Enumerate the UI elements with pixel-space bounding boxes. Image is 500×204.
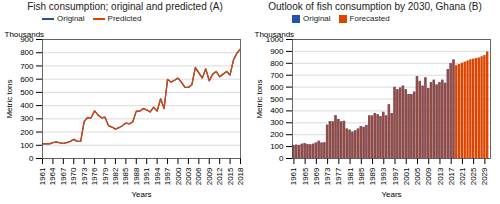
svg-text:200: 200 xyxy=(20,128,34,137)
svg-text:1973: 1973 xyxy=(323,167,332,185)
svg-text:1991: 1991 xyxy=(142,167,151,185)
svg-text:1977: 1977 xyxy=(334,167,343,185)
svg-text:2003: 2003 xyxy=(184,167,193,185)
html-text:Outlook of fish consumption by: Outlook of fish consumption by 2030, Gha… xyxy=(268,1,482,12)
html-text:Fish consumption; original and: Fish consumption; original and predicted… xyxy=(27,1,223,12)
svg-text:400: 400 xyxy=(270,106,284,115)
svg-text:1967: 1967 xyxy=(59,167,68,185)
svg-text:300: 300 xyxy=(270,118,284,127)
svg-text:1961: 1961 xyxy=(38,167,47,185)
svg-text:200: 200 xyxy=(270,130,284,139)
svg-text:1961: 1961 xyxy=(289,167,298,185)
svg-text:2005: 2005 xyxy=(413,167,422,185)
html-text:Forecasted: Forecasted xyxy=(349,14,390,23)
svg-text:1979: 1979 xyxy=(101,167,110,185)
svg-text:1965: 1965 xyxy=(301,167,310,185)
svg-text:0: 0 xyxy=(279,154,284,163)
svg-text:1973: 1973 xyxy=(80,167,89,185)
svg-text:600: 600 xyxy=(20,75,34,84)
svg-text:700: 700 xyxy=(270,71,284,80)
svg-text:1985: 1985 xyxy=(121,167,130,185)
svg-text:Thousands: Thousands xyxy=(5,30,45,39)
svg-text:2009: 2009 xyxy=(424,167,433,185)
svg-text:2025: 2025 xyxy=(469,167,478,185)
svg-text:500: 500 xyxy=(270,95,284,104)
svg-text:700: 700 xyxy=(20,62,34,71)
svg-text:1988: 1988 xyxy=(132,167,141,185)
svg-text:800: 800 xyxy=(20,48,34,57)
svg-text:2017: 2017 xyxy=(447,167,456,185)
svg-text:Metric tons: Metric tons xyxy=(255,79,264,118)
svg-text:1982: 1982 xyxy=(111,167,120,185)
svg-text:900: 900 xyxy=(20,35,34,45)
svg-text:1993: 1993 xyxy=(379,167,388,185)
svg-text:100: 100 xyxy=(20,141,34,150)
svg-text:Years: Years xyxy=(131,190,151,199)
svg-text:1981: 1981 xyxy=(346,167,355,185)
svg-text:2000: 2000 xyxy=(174,167,183,185)
svg-text:1997: 1997 xyxy=(163,167,172,185)
svg-text:1970: 1970 xyxy=(69,167,78,185)
svg-text:1985: 1985 xyxy=(357,167,366,185)
svg-text:1969: 1969 xyxy=(312,167,321,185)
svg-text:2018: 2018 xyxy=(236,167,245,185)
svg-text:2029: 2029 xyxy=(480,167,489,185)
svg-text:2021: 2021 xyxy=(458,167,467,185)
svg-text:400: 400 xyxy=(20,101,34,110)
html-text:Original: Original xyxy=(57,14,85,23)
svg-text:300: 300 xyxy=(20,114,34,123)
svg-text:Metric tons: Metric tons xyxy=(5,79,14,118)
html-text:Original: Original xyxy=(303,14,331,23)
svg-text:100: 100 xyxy=(270,142,284,151)
svg-text:0: 0 xyxy=(29,154,34,163)
svg-text:2001: 2001 xyxy=(402,167,411,185)
svg-text:500: 500 xyxy=(20,88,34,97)
svg-text:2009: 2009 xyxy=(205,167,214,185)
svg-text:Thousands: Thousands xyxy=(255,30,295,39)
svg-text:2013: 2013 xyxy=(436,167,445,185)
svg-text:800: 800 xyxy=(270,59,284,68)
svg-text:1989: 1989 xyxy=(368,167,377,185)
svg-text:2015: 2015 xyxy=(226,167,235,185)
svg-text:900: 900 xyxy=(270,47,284,56)
svg-text:1994: 1994 xyxy=(153,167,162,185)
svg-text:1000: 1000 xyxy=(265,35,284,45)
svg-text:1997: 1997 xyxy=(391,167,400,185)
svg-text:Years: Years xyxy=(381,190,401,199)
html-text:Predicted: Predicted xyxy=(107,14,142,23)
svg-text:2006: 2006 xyxy=(194,167,203,185)
svg-text:600: 600 xyxy=(270,83,284,92)
svg-text:1964: 1964 xyxy=(48,167,57,185)
svg-text:2012: 2012 xyxy=(215,167,224,185)
svg-text:1976: 1976 xyxy=(90,167,99,185)
